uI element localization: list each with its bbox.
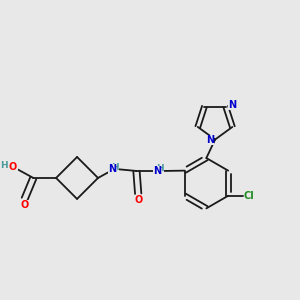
Text: H: H (1, 161, 8, 170)
Text: O: O (20, 200, 29, 210)
Text: N: N (206, 135, 214, 145)
Text: N: N (108, 164, 116, 174)
Text: N: N (228, 100, 236, 110)
Text: O: O (8, 162, 16, 172)
Text: N: N (153, 166, 161, 176)
Text: O: O (134, 195, 142, 205)
Text: H: H (111, 163, 119, 172)
Text: Cl: Cl (244, 191, 254, 201)
Text: H: H (156, 164, 164, 173)
